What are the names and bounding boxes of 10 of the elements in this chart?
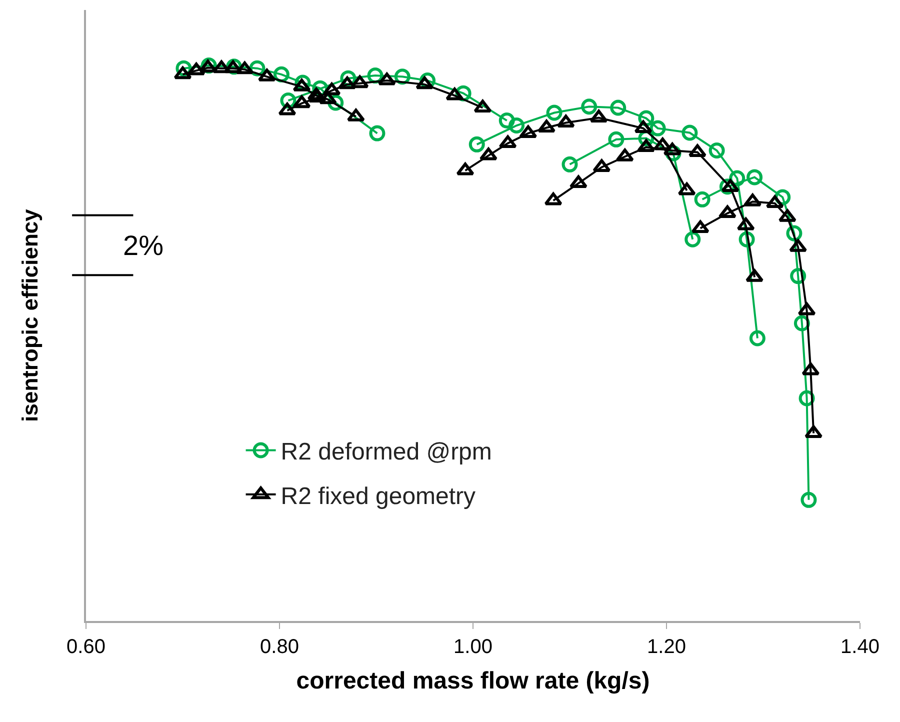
legend-label: R2 fixed geometry [280,482,476,510]
x-tick-label: 1.20 [647,636,686,658]
x-tick-label: 1.00 [454,636,492,658]
x-tick-label: 0.60 [66,636,106,658]
legend-label: R2 deformed @rpm [280,438,492,466]
x-axis-title: corrected mass flow rate (kg/s) [296,668,650,695]
annotation: 2% [123,230,164,261]
x-tick-label: 1.40 [840,636,880,658]
y-axis-title: isentropic efficiency [18,208,43,422]
x-tick-label: 0.80 [260,636,299,658]
